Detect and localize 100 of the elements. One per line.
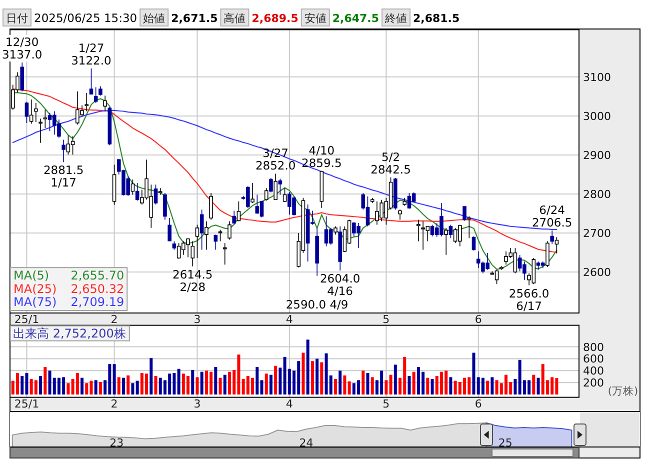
- bar: [117, 377, 120, 394]
- bar: [362, 370, 365, 394]
- candlestick: [29, 99, 34, 124]
- x-tick-label: 2: [110, 313, 118, 326]
- bar: [366, 373, 370, 394]
- candlestick: [70, 136, 75, 155]
- text: 終値: [384, 12, 408, 25]
- x-tick-label: 25/1: [14, 313, 40, 326]
- bar: [256, 367, 259, 394]
- bar: [80, 378, 84, 394]
- bar: [394, 364, 397, 394]
- annotation: 12/30 3137.0: [2, 34, 42, 62]
- bar: [274, 366, 278, 394]
- candlestick: [98, 86, 102, 96]
- candlestick: [264, 188, 268, 202]
- candlestick: [209, 192, 213, 220]
- candlestick: [94, 86, 98, 104]
- bar: [218, 378, 222, 394]
- bar: [85, 383, 88, 394]
- annotation: 1/27 3122.0: [71, 40, 112, 68]
- text: 高値: [224, 12, 246, 25]
- candlestick: [546, 240, 550, 268]
- bar: [532, 374, 536, 394]
- candlestick: [448, 224, 453, 238]
- candlestick: [554, 236, 559, 254]
- text: 日付: [6, 12, 28, 25]
- text: MA(75): [14, 295, 57, 310]
- text: MA(25): [14, 282, 57, 296]
- annotation: 5/2 2842.5: [370, 150, 411, 176]
- x-tick-label: 25: [498, 436, 512, 450]
- bar: [486, 380, 490, 394]
- bar: [348, 381, 351, 394]
- candlestick: [274, 173, 278, 200]
- candlestick: [158, 188, 162, 196]
- bar: [343, 375, 346, 394]
- candlestick: [200, 209, 204, 250]
- candlestick: [250, 182, 254, 204]
- bar: [131, 383, 134, 394]
- x-tick-label: 25/1: [14, 398, 40, 410]
- candlestick: [168, 218, 172, 242]
- annotation: 2,709.19: [70, 295, 124, 310]
- bar: [269, 374, 272, 394]
- candlestick: [218, 229, 222, 242]
- candlestick: [34, 102, 38, 123]
- annotation: 2614.5 2/28: [172, 267, 213, 294]
- annotation: 2,655.70: [70, 268, 124, 283]
- bar: [177, 368, 180, 394]
- bar: [191, 370, 194, 394]
- bar: [34, 380, 38, 394]
- bar: [136, 380, 139, 394]
- bar: [94, 380, 98, 394]
- candlestick: [540, 261, 545, 269]
- text: MA(5): [14, 268, 50, 283]
- candlestick: [282, 188, 287, 202]
- candlestick: [66, 135, 70, 155]
- candlestick: [320, 170, 324, 208]
- x-tick-label: 4: [286, 398, 293, 410]
- x-tick-label: 3: [194, 313, 201, 326]
- bar: [126, 375, 130, 394]
- candlestick: [402, 197, 407, 206]
- candlestick: [62, 139, 66, 163]
- chart-title: 出来高 2,752,200株: [13, 326, 126, 340]
- candlestick: [43, 109, 48, 128]
- bar: [316, 358, 319, 394]
- candlestick: [130, 179, 135, 196]
- candlestick: [269, 178, 273, 193]
- bar: [196, 377, 199, 394]
- candlestick: [24, 101, 29, 124]
- candlestick: [370, 197, 374, 204]
- bar: [214, 367, 218, 394]
- bar: [389, 374, 392, 394]
- candlestick: [195, 224, 200, 258]
- candlestick: [550, 230, 554, 244]
- text: 安値: [304, 12, 326, 25]
- candlestick: [135, 182, 140, 202]
- candlestick: [20, 62, 24, 92]
- y-axis-title: (万株): [608, 384, 638, 398]
- annotation: 2566.0 6/17: [508, 286, 550, 313]
- candlestick: [108, 106, 112, 146]
- candlestick: [444, 228, 448, 256]
- text: 2025/06/25 15:30: [34, 11, 138, 25]
- candlestick: [394, 178, 398, 210]
- bar: [384, 380, 388, 394]
- bar: [20, 376, 24, 394]
- candlestick: [416, 219, 420, 242]
- candlestick: [334, 226, 338, 235]
- bar: [338, 370, 342, 394]
- annotation: 2881.5 1/17: [43, 163, 84, 190]
- bar: [370, 377, 374, 394]
- candlestick: [500, 266, 504, 270]
- candlestick: [222, 242, 227, 266]
- y-tick-label: 3100: [583, 70, 611, 84]
- x-tick-label: 23: [110, 436, 124, 450]
- candlestick: [494, 269, 499, 285]
- bar: [334, 378, 337, 394]
- bar: [260, 380, 264, 394]
- bar: [320, 362, 324, 394]
- bar: [264, 374, 268, 394]
- candlestick: [214, 234, 218, 250]
- y-tick-label: 600: [583, 352, 604, 366]
